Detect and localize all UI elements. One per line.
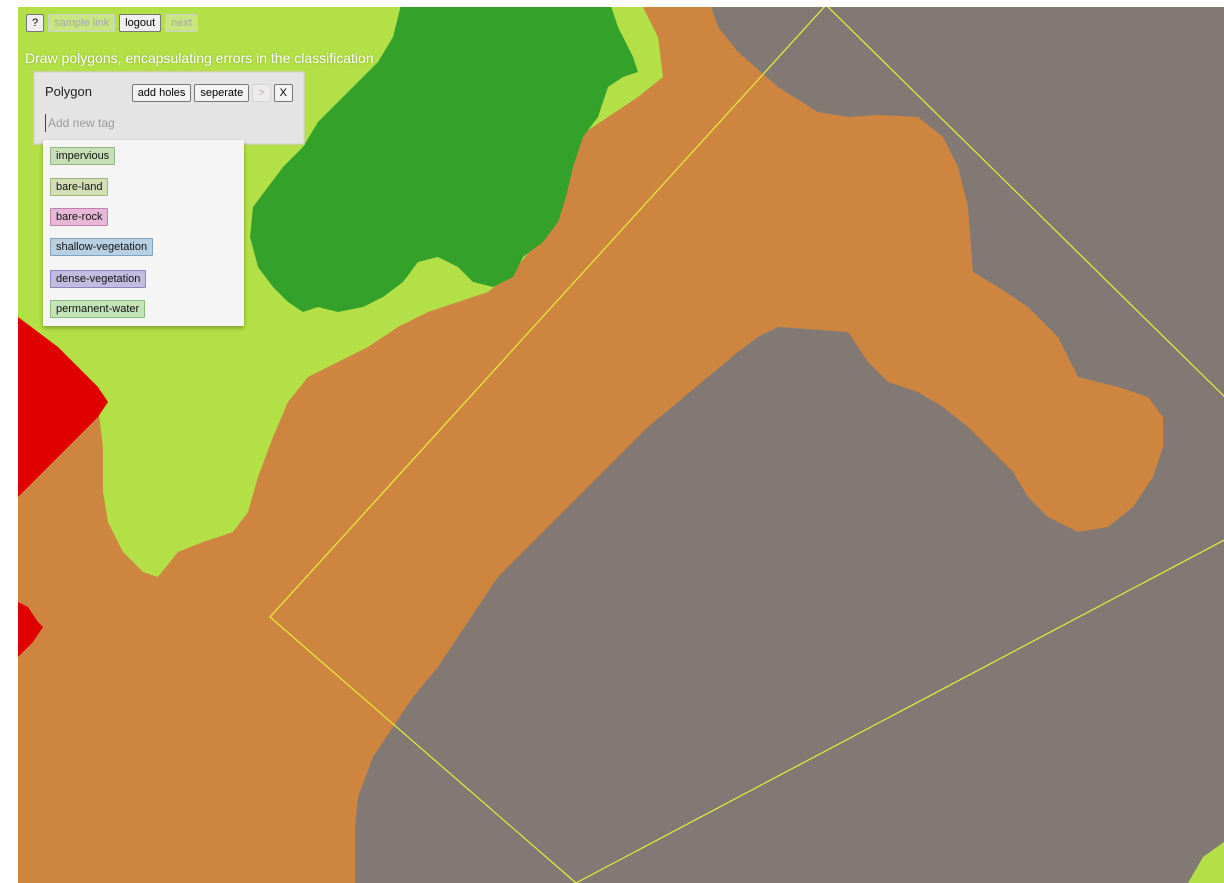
tag-input[interactable] (45, 114, 248, 132)
dark-green-region (250, 7, 638, 312)
logout-button[interactable]: logout (119, 14, 162, 32)
selection-polygon[interactable] (269, 7, 1224, 883)
tag-option-shallow-vegetation[interactable]: shallow-vegetation (50, 238, 154, 256)
top-toolbar: ? sample link logout next (26, 14, 198, 32)
tag-option-permanent-water[interactable]: permanent-water (50, 300, 146, 318)
next-button[interactable]: next (165, 14, 198, 32)
tag-option-bare-land[interactable]: bare-land (50, 178, 109, 196)
tag-option-dense-vegetation[interactable]: dense-vegetation (50, 270, 147, 288)
red-region-upper (18, 317, 108, 497)
seperate-button[interactable]: seperate (194, 84, 250, 102)
polygon-panel: Polygon add holes seperate > X (33, 71, 305, 145)
polygon-actions: add holes seperate > X (131, 84, 293, 102)
light-green-corner (1188, 842, 1224, 883)
help-button[interactable]: ? (26, 14, 45, 32)
tag-option-impervious[interactable]: impervious (50, 147, 116, 165)
tag-option-bare-rock[interactable]: bare-rock (50, 208, 109, 226)
map-canvas[interactable] (18, 7, 1224, 883)
close-button[interactable]: X (273, 84, 293, 102)
next-arrow-button[interactable]: > (252, 84, 271, 102)
tag-suggestions-dropdown: impervious bare-land bare-rock shallow-v… (43, 140, 244, 326)
instruction-text: Draw polygons, encapsulating errors in t… (25, 50, 374, 66)
add-holes-button[interactable]: add holes (131, 84, 192, 102)
red-region-lower (18, 602, 43, 657)
polygon-title: Polygon (45, 84, 92, 99)
sample-link-button[interactable]: sample link (48, 14, 116, 32)
